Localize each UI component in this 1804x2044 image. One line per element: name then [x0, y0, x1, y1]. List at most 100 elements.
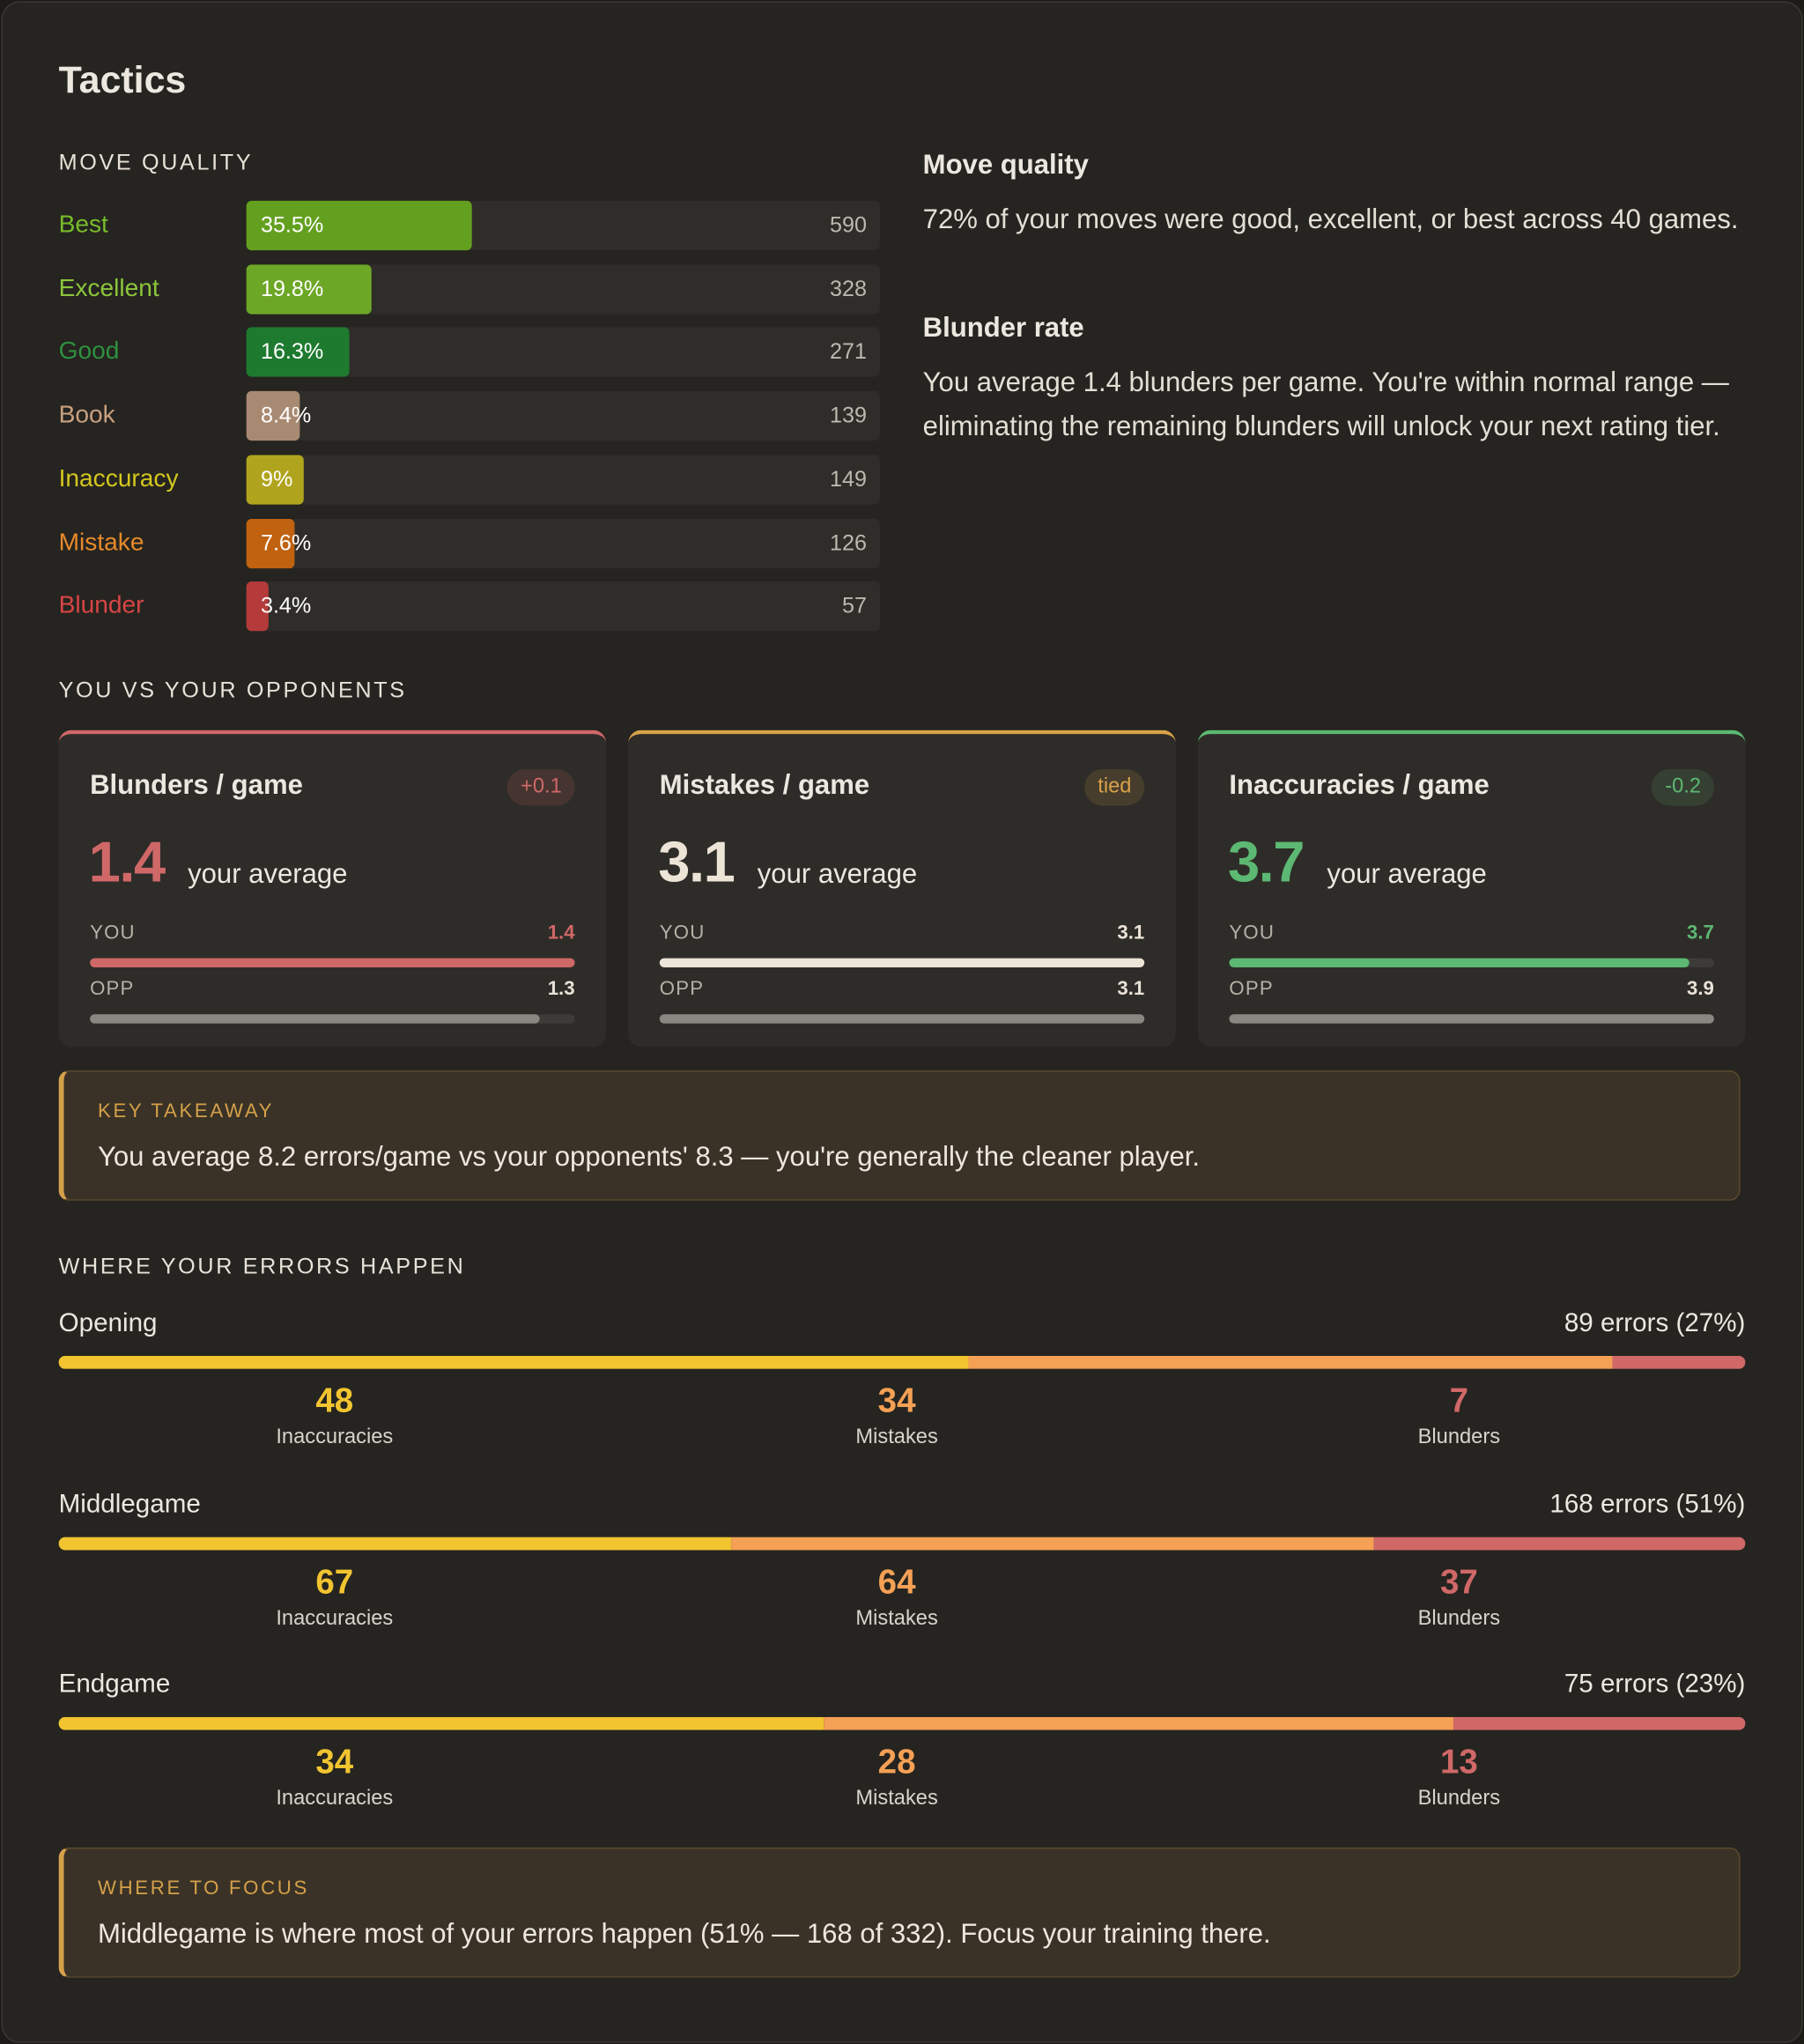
card-caption: your average — [757, 859, 918, 890]
card-value: 3.1 — [658, 830, 736, 895]
bar-value: 3.1 — [1117, 922, 1145, 944]
focus: WHERE TO FOCUS Middlegame is where most … — [58, 1847, 1741, 1978]
segment-label: Inaccuracies — [276, 1426, 394, 1449]
card-badge: -0.2 — [1652, 769, 1714, 806]
takeaway: KEY TAKEAWAY You average 8.2 errors/game… — [58, 1070, 1741, 1201]
card-title: Mistakes / game — [659, 770, 870, 801]
card: Blunders / game +0.1 1.4 your average YOU 1.4… — [58, 729, 607, 1048]
bar-track: 7.6% 126 — [246, 518, 880, 568]
bar-label: OPP — [90, 977, 135, 1000]
segment-value: 34 — [315, 1741, 354, 1781]
card-badge: +0.1 — [507, 769, 575, 806]
phase-bar — [58, 1355, 1746, 1369]
bar-value: 1.4 — [547, 922, 575, 944]
section-heading: WHERE YOUR ERRORS HAPPEN — [58, 1254, 466, 1279]
bar-value: 3.7 — [1687, 922, 1714, 944]
phase-summary: 75 errors (23%) — [1564, 1670, 1746, 1700]
card-value: 1.4 — [88, 830, 166, 895]
phase-summary: 168 errors (51%) — [1549, 1489, 1746, 1519]
segment-label: Inaccuracies — [276, 1606, 394, 1629]
bar — [246, 455, 304, 505]
bar-count: 149 — [830, 466, 868, 492]
bar-label: OPP — [659, 977, 705, 1000]
bar-track: 9% 149 — [246, 455, 880, 505]
phase-bar — [58, 1716, 1746, 1730]
focus-label: WHERE TO FOCUS — [97, 1877, 309, 1900]
bar-label: YOU — [1229, 922, 1275, 944]
summary-text: You average 1.4 blunders per game. You'r… — [922, 367, 1729, 442]
section-heading: YOU VS YOUR OPPONENTS — [58, 678, 407, 703]
bar-pct: 19.8% — [260, 276, 324, 301]
bar — [246, 518, 295, 568]
phase-name: Middlegame — [58, 1489, 201, 1519]
card-title: Blunders / game — [90, 770, 303, 801]
bar — [659, 958, 1145, 967]
bar — [90, 1014, 541, 1024]
segment-value: 34 — [877, 1381, 916, 1420]
bar — [659, 1014, 1145, 1024]
bar-track: 16.3% 271 — [246, 328, 880, 378]
card-value: 3.7 — [1227, 830, 1305, 895]
bar-count: 590 — [830, 212, 868, 238]
section-heading: MOVE QUALITY — [58, 150, 254, 175]
bar — [246, 581, 269, 632]
segment-label: Mistakes — [855, 1426, 938, 1449]
card-caption: your average — [188, 859, 348, 890]
card: Inaccuracies / game -0.2 3.7 your average YO… — [1197, 729, 1746, 1048]
bar-label: OPP — [1229, 977, 1274, 1000]
bar-count: 126 — [830, 530, 868, 555]
row-label: Book — [58, 401, 115, 429]
segment-label: Mistakes — [855, 1787, 938, 1810]
segment-value: 37 — [1439, 1561, 1478, 1601]
bar-pct: 16.3% — [260, 339, 324, 365]
phase-name: Endgame — [58, 1670, 171, 1700]
summary-title: Move quality — [922, 150, 1089, 181]
segment-value: 13 — [1439, 1741, 1478, 1781]
bar-count: 57 — [842, 593, 868, 618]
segment — [1453, 1716, 1746, 1730]
bar — [246, 200, 471, 251]
bar-track: 8.4% 139 — [246, 391, 880, 441]
segment-value: 64 — [877, 1561, 916, 1601]
bar — [246, 328, 350, 378]
bar-track: 19.8% 328 — [246, 263, 880, 315]
bar-label: YOU — [90, 922, 136, 944]
phase-name: Opening — [58, 1308, 158, 1338]
segment-value: 28 — [877, 1741, 916, 1781]
bar — [246, 263, 373, 315]
row-label: Blunder — [58, 592, 144, 620]
summary-text: 72% of your moves were good, excellent, … — [922, 204, 1739, 235]
segment-label: Blunders — [1417, 1606, 1501, 1629]
segment-value: 48 — [315, 1381, 354, 1420]
bar-pct: 35.5% — [260, 212, 324, 238]
segment-label: Mistakes — [855, 1606, 938, 1629]
segment-value: 7 — [1449, 1381, 1469, 1420]
segment — [968, 1355, 1613, 1369]
bar-label: YOU — [659, 922, 706, 944]
card-caption: your average — [1327, 859, 1487, 890]
segment — [58, 1355, 969, 1369]
bar — [1229, 1014, 1714, 1024]
summary-title: Blunder rate — [922, 313, 1084, 344]
bar-count: 328 — [830, 276, 868, 301]
focus-text: Middlegame is where most of your errors … — [97, 1919, 1271, 1950]
phase-summary: 89 errors (27%) — [1564, 1308, 1746, 1338]
segment — [1373, 1536, 1746, 1550]
segment — [58, 1536, 732, 1550]
bar-pct: 3.4% — [260, 593, 312, 618]
bar-value: 3.1 — [1117, 977, 1145, 1000]
segment-value: 67 — [315, 1561, 354, 1601]
phase-bar — [58, 1536, 1746, 1550]
takeaway-text: You average 8.2 errors/game vs your oppo… — [97, 1142, 1201, 1173]
bar — [90, 958, 575, 967]
card: Mistakes / game tied 3.1 your average YOU 3.1… — [628, 729, 1176, 1048]
bar-pct: 7.6% — [260, 530, 312, 555]
segment — [823, 1716, 1453, 1730]
segment — [731, 1536, 1374, 1550]
bar-track: 35.5% 590 — [246, 200, 880, 251]
bar — [246, 391, 300, 441]
takeaway-label: KEY TAKEAWAY — [97, 1100, 275, 1123]
bar-pct: 9% — [260, 466, 293, 492]
row-label: Mistake — [58, 529, 144, 557]
